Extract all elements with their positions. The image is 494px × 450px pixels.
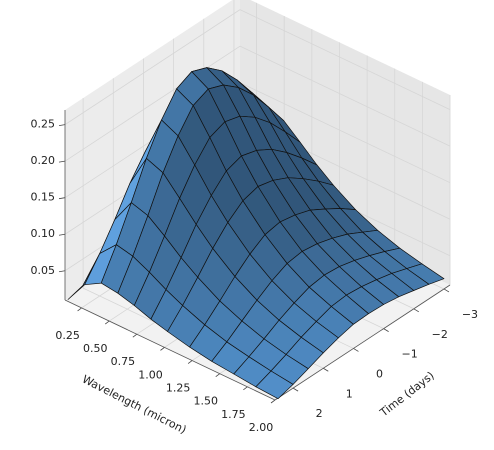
tick-mark (58, 233, 66, 236)
tick-mark (132, 333, 138, 338)
y-tick-label: 2 (316, 407, 323, 420)
grid-line (239, 82, 451, 184)
x-tick-label: 1.00 (138, 368, 163, 381)
axis-line (64, 299, 276, 401)
x-tick-label: 1.75 (221, 408, 246, 421)
tick-mark (58, 124, 66, 127)
z-tick-label: 0.20 (31, 154, 56, 167)
x-tick-label: 1.25 (166, 382, 191, 395)
y-tick-label: −1 (402, 348, 418, 361)
tick-mark (58, 270, 66, 273)
x-tick-label: 0.75 (111, 355, 136, 368)
grid-line (239, 45, 451, 147)
tick-mark (443, 288, 450, 293)
z-tick-label: 0.25 (31, 118, 56, 131)
y-tick-label: 1 (346, 387, 353, 400)
tick-mark (270, 399, 276, 404)
x-tick-label: 2.00 (249, 421, 274, 434)
y-tick-label: −2 (432, 328, 448, 341)
axis-line (274, 284, 451, 401)
x-tick-label: 0.50 (83, 342, 108, 355)
surface-patch (255, 370, 294, 400)
tick-mark (160, 347, 165, 351)
x-tick-label: 1.50 (193, 395, 218, 408)
grid-line (239, 9, 451, 110)
grid-line (64, 45, 241, 162)
tick-mark (58, 197, 66, 200)
z-tick-label: 0.15 (31, 191, 56, 204)
tick-mark (383, 328, 389, 332)
y-tick-label: 0 (376, 367, 383, 380)
x-tick-label: 0.25 (55, 329, 80, 342)
tick-mark (292, 387, 299, 392)
tick-mark (243, 386, 248, 391)
z-tick-label: 0.05 (31, 264, 56, 277)
tick-mark (413, 308, 419, 313)
tick-mark (104, 320, 110, 325)
tick-mark (215, 373, 220, 378)
z-tick-label: 0.10 (31, 227, 56, 240)
y-tick-label: −3 (462, 308, 478, 321)
grid-line (64, 9, 241, 125)
tick-mark (77, 307, 82, 312)
y-axis-label: Time (days) (377, 369, 437, 420)
tick-mark (353, 348, 359, 352)
tick-mark (58, 160, 66, 163)
tick-mark (323, 367, 329, 372)
tick-mark (187, 360, 193, 364)
